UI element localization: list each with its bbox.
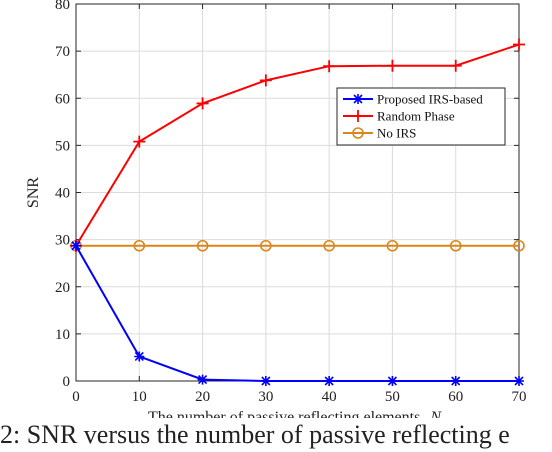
series-0 xyxy=(71,240,524,386)
x-tick-label: 0 xyxy=(72,389,80,405)
x-axis-label-subscript: 1 xyxy=(441,416,447,418)
y-tick-label: 50 xyxy=(55,138,70,154)
x-tick-label: 60 xyxy=(448,389,463,405)
data-point xyxy=(514,376,524,386)
legend-label: Random Phase xyxy=(377,109,455,124)
y-tick-label: 10 xyxy=(55,327,70,343)
data-point xyxy=(386,59,399,72)
tick-labels: 0 10 20 30 40 50 60 70 80 0 10 20 30 40 50 60 70 xyxy=(55,0,527,405)
snr-chart: 0 10 20 30 40 50 60 70 80 0 10 20 30 40 50 60 70 SNR The… xyxy=(25,0,527,418)
data-point xyxy=(513,38,525,51)
data-point xyxy=(323,239,335,252)
series-2 xyxy=(70,239,525,252)
series-layer xyxy=(70,38,525,386)
series-line xyxy=(75,43,520,247)
y-tick-label: 60 xyxy=(55,91,70,107)
y-tick-label: 20 xyxy=(55,280,70,296)
data-point xyxy=(259,74,272,87)
data-point xyxy=(449,59,462,72)
y-tick-label: 30 xyxy=(55,233,70,249)
series-line xyxy=(75,245,519,382)
data-point xyxy=(387,376,398,386)
legend-label: No IRS xyxy=(377,126,416,141)
y-tick-label: 80 xyxy=(55,0,70,13)
data-point xyxy=(324,376,335,386)
data-point xyxy=(449,239,462,252)
data-point xyxy=(197,374,208,385)
x-tick-label: 40 xyxy=(322,389,337,405)
x-tick-label: 70 xyxy=(512,389,527,405)
data-point xyxy=(323,60,336,73)
grid-lines xyxy=(75,3,520,382)
legend-marker xyxy=(352,110,364,122)
data-point xyxy=(196,97,209,110)
x-tick-label: 20 xyxy=(195,389,210,405)
data-point xyxy=(386,239,399,252)
legend-entry: No IRS xyxy=(343,126,416,141)
legend-marker xyxy=(352,127,364,139)
data-point xyxy=(133,135,146,148)
data-point xyxy=(513,239,525,252)
legend-marker xyxy=(353,94,363,104)
data-point xyxy=(71,240,81,251)
legend-label: Proposed IRS-based xyxy=(377,92,483,107)
data-point xyxy=(133,239,146,252)
y-axis-label: SNR xyxy=(25,177,42,208)
x-axis-label-text: The number of passive reflecting element… xyxy=(148,409,424,418)
data-point xyxy=(450,376,461,386)
x-axis-label-symbol: N xyxy=(429,409,442,418)
x-tick-label: 10 xyxy=(132,389,147,405)
legend: Proposed IRS-based Random Phase No IRS xyxy=(336,87,506,146)
x-tick-label: 50 xyxy=(385,389,400,405)
x-axis-label: The number of passive reflecting element… xyxy=(148,409,447,418)
data-point xyxy=(260,376,271,386)
figure-caption: 2: SNR versus the number of passive refl… xyxy=(0,420,510,449)
y-tick-label: 40 xyxy=(55,186,70,202)
x-tick-label: 30 xyxy=(258,389,273,405)
data-point xyxy=(196,239,209,252)
y-tick-label: 70 xyxy=(55,44,70,60)
legend-entry: Random Phase xyxy=(343,109,455,124)
data-point xyxy=(260,239,272,252)
y-tick-label: 0 xyxy=(63,374,71,390)
legend-entry: Proposed IRS-based xyxy=(343,92,483,107)
data-point xyxy=(134,351,145,362)
